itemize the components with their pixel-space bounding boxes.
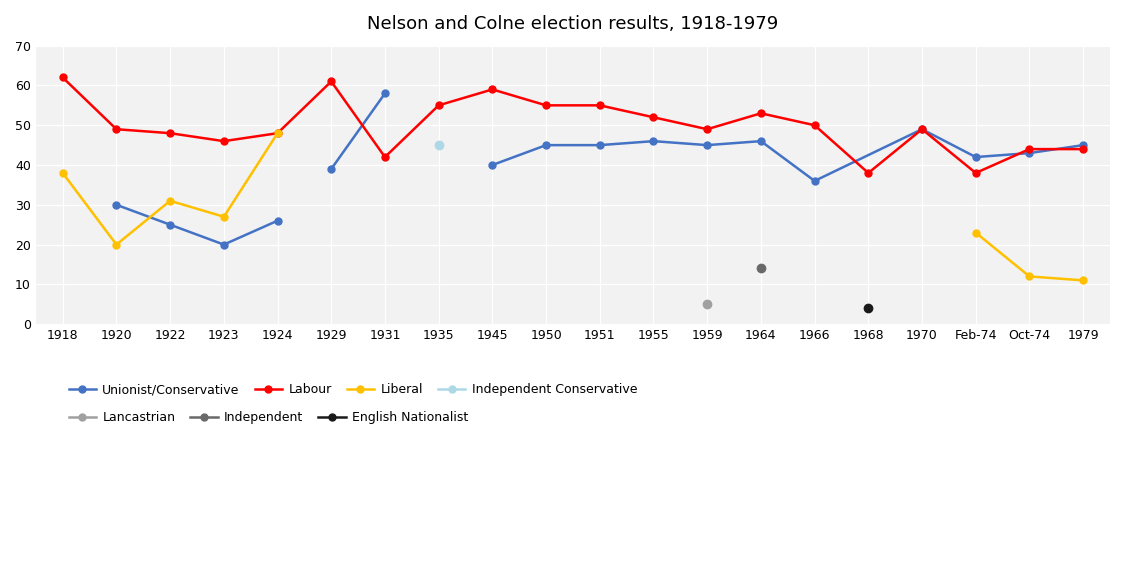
Title: Nelson and Colne election results, 1918-1979: Nelson and Colne election results, 1918-…	[367, 15, 778, 33]
Legend: Lancastrian, Independent, English Nationalist: Lancastrian, Independent, English Nation…	[64, 406, 474, 430]
